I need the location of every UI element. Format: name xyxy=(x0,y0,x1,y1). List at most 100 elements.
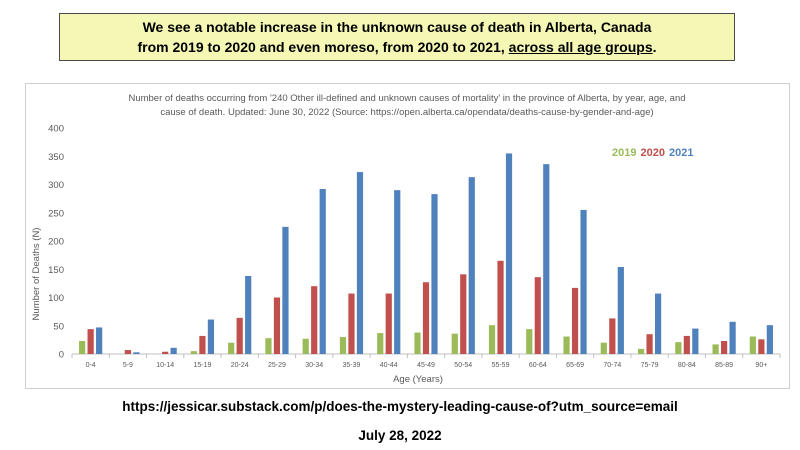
bar-2020-55-59 xyxy=(497,260,504,354)
x-tick-label: 50-54 xyxy=(454,362,472,369)
bar-2020-90+ xyxy=(758,339,765,354)
bar-2020-5-9 xyxy=(124,350,131,354)
x-tick-label: 90+ xyxy=(755,362,767,369)
headline-line-2-prefix: from 2019 to 2020 and even moreso, from … xyxy=(137,39,509,55)
chart-legend: 2019 2020 2021 xyxy=(612,147,693,159)
bar-2020-70-74 xyxy=(609,318,616,354)
legend-text: 2019 2020 2021 xyxy=(612,147,693,159)
bar-2020-10-14 xyxy=(162,351,169,354)
bar-2020-65-69 xyxy=(571,287,579,354)
chart-title: Number of deaths occurring from '240 Oth… xyxy=(128,93,685,104)
bar-2021-40-44 xyxy=(394,190,401,354)
publication-date: July 28, 2022 xyxy=(358,428,442,443)
bar-2020-15-19 xyxy=(199,335,206,354)
bar-2021-70-74 xyxy=(617,266,624,354)
bar-chart: Number of deaths occurring from '240 Oth… xyxy=(31,93,781,385)
y-tick-label: 350 xyxy=(48,152,64,163)
x-tick-label: 10-14 xyxy=(156,362,174,369)
x-tick-label: 85-89 xyxy=(715,362,733,369)
y-tick-label: 400 xyxy=(48,124,64,135)
x-tick-label: 55-59 xyxy=(492,362,510,369)
bar-2021-25-29 xyxy=(282,226,289,354)
bar-2020-35-39 xyxy=(348,293,355,354)
bar-2020-0-4 xyxy=(87,329,94,354)
x-tick-label: 65-69 xyxy=(566,362,584,369)
headline-underlined-phrase: across all age groups xyxy=(508,39,653,55)
bar-2021-20-24 xyxy=(245,276,252,354)
y-tick-label: 300 xyxy=(48,180,64,191)
chart-subtitle: cause of death. Updated: June 30, 2022 (… xyxy=(160,107,653,118)
bar-2021-10-14 xyxy=(170,347,177,354)
bar-2020-30-34 xyxy=(311,286,318,354)
x-tick-label: 30-34 xyxy=(305,362,323,369)
headline-box: We see a notable increase in the unknown… xyxy=(59,13,735,61)
bar-2019-35-39 xyxy=(339,337,347,354)
x-tick-label: 40-44 xyxy=(380,362,398,369)
bar-2019-20-24 xyxy=(228,342,235,354)
legend-entry-2021: 2021 xyxy=(669,147,693,159)
bar-2020-50-54 xyxy=(460,274,467,354)
y-tick-label: 250 xyxy=(48,208,64,219)
bar-2019-70-74 xyxy=(600,342,607,354)
bar-2020-85-89 xyxy=(721,341,728,354)
bar-2020-45-49 xyxy=(422,282,430,354)
bar-2020-75-79 xyxy=(646,334,653,354)
bar-2019-85-89 xyxy=(712,344,719,354)
x-tick-label: 0-4 xyxy=(86,362,96,369)
bar-2019-0-4 xyxy=(79,341,86,354)
bar-2019-30-34 xyxy=(302,338,309,354)
bars-group xyxy=(79,153,773,354)
bar-2021-15-19 xyxy=(207,319,215,354)
headline-line-2-suffix: . xyxy=(652,39,657,55)
bar-2021-65-69 xyxy=(580,209,587,354)
headline-line-2: from 2019 to 2020 and even moreso, from … xyxy=(137,37,656,57)
y-tick-label: 0 xyxy=(59,350,64,361)
y-axis: 0 50 100 150 200 250 300 350 400 xyxy=(48,124,64,361)
headline-line-1: We see a notable increase in the unknown… xyxy=(142,19,652,35)
y-axis-label: Number of Deaths (N) xyxy=(31,228,42,321)
x-tick-label: 60-64 xyxy=(529,362,547,369)
bar-2021-75-79 xyxy=(654,293,662,354)
x-tick-label: 5-9 xyxy=(123,362,133,369)
bar-2019-65-69 xyxy=(563,336,570,354)
bar-2019-80-84 xyxy=(675,342,682,354)
bar-2019-15-19 xyxy=(190,351,198,354)
legend-entry-2020: 2020 xyxy=(640,147,664,159)
bar-2019-75-79 xyxy=(637,348,645,354)
chart-frame: Number of deaths occurring from '240 Oth… xyxy=(25,83,790,389)
legend-entry-2019: 2019 xyxy=(612,147,636,159)
bar-2020-25-29 xyxy=(273,297,281,354)
bar-2019-90+ xyxy=(749,336,756,354)
bar-2020-80-84 xyxy=(683,335,690,354)
x-tick-label: 35-39 xyxy=(343,362,361,369)
x-tick-label: 25-29 xyxy=(268,362,286,369)
x-tick-label: 70-74 xyxy=(603,362,621,369)
bar-2020-40-44 xyxy=(385,293,392,354)
bar-2019-40-44 xyxy=(377,333,384,354)
bar-2021-50-54 xyxy=(468,177,475,354)
y-tick-label: 50 xyxy=(53,321,64,332)
x-tick-label: 80-84 xyxy=(678,362,696,369)
y-tick-label: 150 xyxy=(48,265,64,276)
x-tick-label: 20-24 xyxy=(231,362,249,369)
y-tick-label: 200 xyxy=(48,237,64,248)
bar-2019-50-54 xyxy=(451,333,458,354)
x-tick-label: 45-49 xyxy=(417,362,435,369)
bar-2021-0-4 xyxy=(96,327,103,354)
bar-2021-90+ xyxy=(766,325,773,354)
bar-2020-60-64 xyxy=(534,277,541,354)
x-tick-label: 75-79 xyxy=(641,362,659,369)
bar-2021-30-34 xyxy=(319,189,326,354)
y-tick-label: 100 xyxy=(48,293,64,304)
bar-2021-5-9 xyxy=(133,352,140,354)
x-tick-label: 15-19 xyxy=(193,362,211,369)
bar-2021-85-89 xyxy=(729,321,736,354)
bar-2019-45-49 xyxy=(414,332,421,354)
x-axis: 0-4 5-9 10-14 15-19 20-24 25-29 30-34 35-39 40-4… xyxy=(71,353,781,369)
x-axis-label: Age (Years) xyxy=(393,374,443,385)
bar-2019-60-64 xyxy=(526,329,533,354)
bar-2019-25-29 xyxy=(265,338,272,354)
bar-2021-80-84 xyxy=(692,328,699,354)
source-url[interactable]: https://jessicar.substack.com/p/does-the… xyxy=(122,399,678,414)
bar-2019-55-59 xyxy=(488,325,496,354)
